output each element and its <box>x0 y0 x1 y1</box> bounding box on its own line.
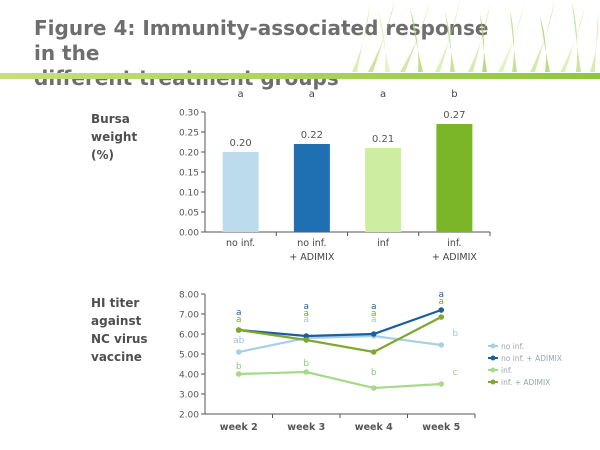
line-chart-y-label: HI titer against NC virus vaccine <box>91 296 148 364</box>
y-tick-label: 0.00 <box>179 229 199 239</box>
grass-blade <box>378 10 390 72</box>
y-tick-label: 0.05 <box>179 209 199 219</box>
legend-label: inf. <box>501 366 512 375</box>
grass-blade <box>445 12 455 72</box>
legend-label: no inf. <box>501 342 524 351</box>
hi-titer-line-chart: 2.00 3.00 4.00 5.00 6.00 7.00 8.00 week 2 week 3… <box>179 290 562 433</box>
grass-blade <box>572 2 581 72</box>
data-point <box>235 349 242 355</box>
bar <box>222 152 259 232</box>
y-tick-label: 0.25 <box>179 129 199 139</box>
data-point <box>370 331 377 337</box>
x-tick-label: inf. + ADIMIX <box>432 238 478 263</box>
data-point <box>438 381 445 387</box>
significance-letter: a <box>236 315 242 325</box>
grass-blade <box>480 14 487 72</box>
significance-letter: a <box>371 309 377 319</box>
y-tick-label: 3.00 <box>179 391 199 401</box>
bar-value-label: 0.20 <box>229 138 251 149</box>
data-point <box>235 327 242 333</box>
significance-letter: a <box>309 89 315 100</box>
data-point <box>438 307 445 313</box>
grass-blade <box>435 0 460 72</box>
y-tick-label: 2.00 <box>179 411 199 421</box>
significance-letter: a <box>438 290 444 300</box>
significance-letter: a <box>371 302 377 312</box>
grass-blade <box>498 2 525 72</box>
x-tick-label: week 2 <box>220 422 258 433</box>
x-tick-label: no inf. + ADIMIX <box>289 238 335 263</box>
bar-value-label: 0.27 <box>443 110 465 121</box>
bar-chart-y-label: Bursa weight (%) <box>91 112 138 162</box>
significance-letter: b <box>236 362 242 372</box>
significance-letter: b <box>303 359 309 369</box>
legend-marker <box>490 379 496 385</box>
x-tick-label: week 5 <box>422 422 460 433</box>
significance-letter: a <box>438 297 444 307</box>
series-line <box>238 308 442 338</box>
y-tick-label: 0.15 <box>179 169 199 179</box>
x-tick-label: no inf. <box>226 238 255 249</box>
series-line <box>238 316 442 354</box>
data-point <box>438 314 445 320</box>
grass-blade <box>590 12 599 72</box>
grass-blade <box>540 16 550 72</box>
series-line <box>238 334 442 354</box>
y-tick-label: 0.30 <box>179 109 199 119</box>
grass-blade <box>530 0 555 72</box>
y-tick-label: 0.20 <box>179 149 199 159</box>
significance-letter: b <box>451 89 457 100</box>
grass-blade <box>560 6 585 72</box>
legend-marker <box>490 343 496 349</box>
legend-marker <box>490 355 496 361</box>
significance-letter: a <box>303 302 309 312</box>
significance-letter: a <box>371 315 377 325</box>
significance-letter: a <box>238 89 244 100</box>
legend-label: no inf. + ADIMIX <box>501 354 562 363</box>
grass-blade <box>468 4 490 72</box>
bar <box>436 124 473 232</box>
x-tick-label: week 4 <box>355 422 393 433</box>
data-point <box>370 349 377 355</box>
bursa-weight-bar-chart: 0.00 0.05 0.10 0.15 0.20 0.25 0.30 0.20 a no inf.… <box>179 89 491 263</box>
y-tick-label: 8.00 <box>179 291 199 301</box>
data-point <box>438 342 445 348</box>
legend-marker <box>490 367 496 373</box>
grass-blade <box>352 4 370 72</box>
x-tick-label: inf <box>377 238 390 249</box>
significance-letter: a <box>380 89 386 100</box>
bar <box>293 144 330 232</box>
y-tick-label: 4.00 <box>179 371 199 381</box>
grass-decoration <box>352 0 599 72</box>
grass-blade <box>368 0 395 72</box>
bar <box>365 148 402 232</box>
significance-letter: b <box>452 329 458 339</box>
grass-blade <box>510 10 517 72</box>
significance-letter: a <box>303 309 309 319</box>
y-tick-label: 6.00 <box>179 331 199 341</box>
bar-value-label: 0.21 <box>372 134 394 145</box>
significance-letter: c <box>453 368 458 378</box>
significance-letter: a <box>236 308 242 318</box>
data-point <box>235 371 242 377</box>
y-tick-label: 0.10 <box>179 189 199 199</box>
title-rule <box>0 73 600 79</box>
significance-letter: b <box>371 368 377 378</box>
data-point <box>370 385 377 391</box>
data-point <box>303 337 310 343</box>
significance-letter: a <box>303 315 309 325</box>
legend-label: inf. + ADIMIX <box>501 378 550 387</box>
grass-blade <box>400 2 430 72</box>
y-tick-label: 5.00 <box>179 351 199 361</box>
grass-blade <box>410 8 423 72</box>
data-point <box>303 333 310 339</box>
series-line <box>238 370 442 390</box>
data-point <box>303 369 310 375</box>
bar-value-label: 0.22 <box>301 130 323 141</box>
x-tick-label: week 3 <box>287 422 325 433</box>
y-tick-label: 7.00 <box>179 311 199 321</box>
significance-letter: ab <box>233 336 245 346</box>
